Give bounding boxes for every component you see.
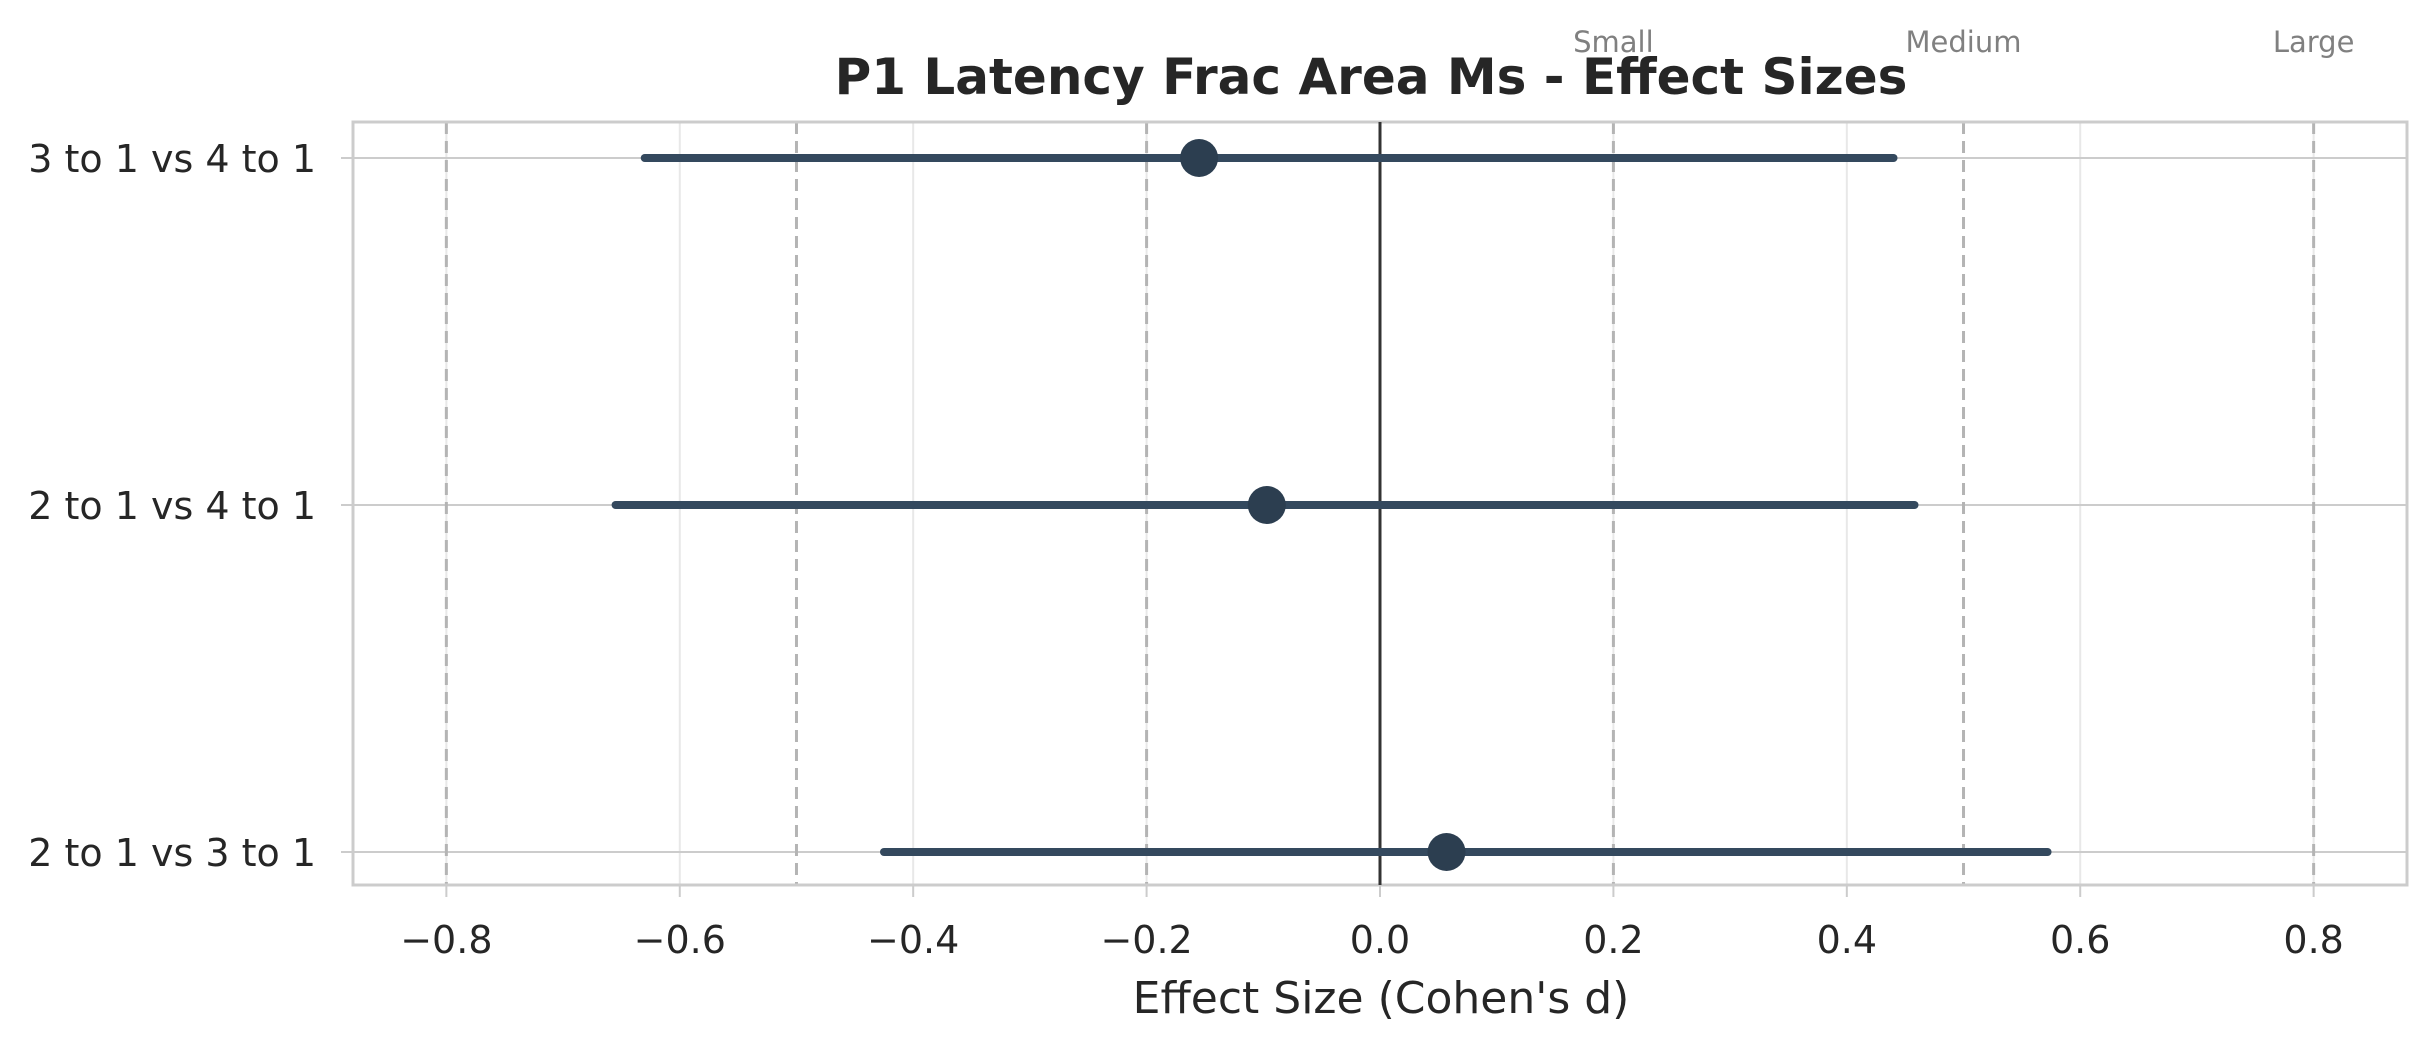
- effect-threshold-label: Medium: [1906, 25, 2022, 59]
- effect-size-point: [1180, 139, 1219, 177]
- plot-frame: [341, 120, 2409, 897]
- x-tick-label: −0.4: [867, 918, 959, 962]
- x-axis-label: Effect Size (Cohen's d): [1133, 973, 1630, 1024]
- effect-size-point: [1247, 486, 1286, 524]
- x-tick-label: −0.6: [634, 918, 726, 962]
- effect-size-point: [1427, 833, 1466, 871]
- x-tick-label: 0.2: [1583, 918, 1643, 962]
- effect-threshold-label: Small: [1573, 25, 1654, 59]
- effect-threshold-label: Large: [2273, 25, 2355, 59]
- chart-title: P1 Latency Frac Area Ms - Effect Sizes: [835, 48, 1908, 106]
- x-tick-label: 0.0: [1350, 918, 1410, 962]
- data-marks: [611, 139, 2052, 871]
- y-tick-label: 3 to 1 vs 4 to 1: [28, 137, 316, 181]
- x-tick-label: 0.6: [2050, 918, 2110, 962]
- x-tick-label: −0.2: [1100, 918, 1192, 962]
- x-tick-label: 0.4: [1817, 918, 1877, 962]
- chart-text: Small Medium Large 3 to 1 vs 4 to 1 2 to 1 v…: [28, 25, 2354, 962]
- x-tick-label: −0.8: [400, 918, 492, 962]
- y-tick-label: 2 to 1 vs 4 to 1: [28, 484, 316, 528]
- y-tick-label: 2 to 1 vs 3 to 1: [28, 831, 316, 875]
- x-tick-label: 0.8: [2283, 918, 2343, 962]
